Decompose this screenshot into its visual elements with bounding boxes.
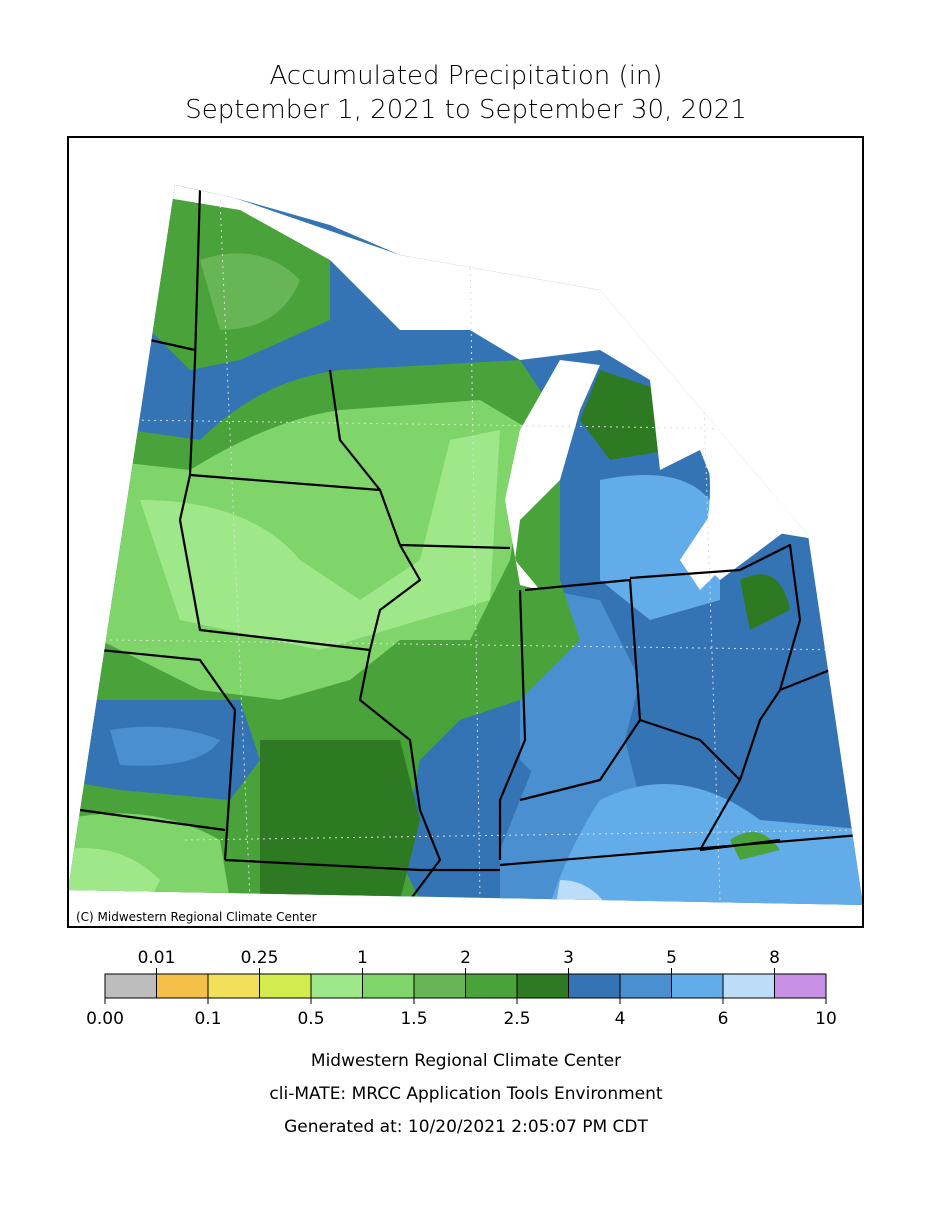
subtitle: September 1, 2021 to September 30, 2021 [185,95,747,125]
legend-label: 6 [718,1009,729,1029]
legend-label: 4 [615,1009,626,1029]
legend-label: 8 [769,948,780,968]
legend-label: 5 [666,948,677,968]
legend-swatch [362,973,415,999]
legend-swatch [671,973,724,999]
legend: 0.00 0.01 0.1 0.25 0.5 1 1.5 2 2.5 3 4 5 6 8 10 [86,948,837,1029]
legend-swatch [568,973,621,999]
legend-swatch [619,973,672,999]
legend-swatch [104,973,157,999]
legend-swatch [207,973,260,999]
legend-swatch [774,973,827,999]
legend-label: 1 [357,948,368,968]
legend-label: 0.01 [138,948,176,968]
legend-swatch [156,973,209,999]
legend-swatch [259,973,312,999]
legend-swatch [516,973,569,999]
footer-line: cli-MATE: MRCC Application Tools Environ… [269,1084,662,1104]
legend-label: 3 [563,948,574,968]
legend-swatch [413,973,466,999]
footer-line: Midwestern Regional Climate Center [311,1051,621,1071]
footer: Midwestern Regional Climate Center cli-MA… [269,1051,662,1137]
legend-label: 0.25 [241,948,279,968]
legend-label: 0.5 [297,1009,324,1029]
copyright: (C) Midwestern Regional Climate Center [76,910,317,924]
legend-swatch [310,973,363,999]
legend-label: 0.00 [86,1009,124,1029]
title: Accumulated Precipitation (in) [269,61,662,91]
map: (C) Midwestern Regional Climate Center [67,136,864,928]
legend-swatch [722,973,775,999]
legend-label: 10 [815,1009,837,1029]
legend-label: 2 [460,948,471,968]
footer-line: Generated at: 10/20/2021 2:05:07 PM CDT [284,1117,648,1137]
legend-label: 1.5 [400,1009,427,1029]
legend-label: 2.5 [503,1009,530,1029]
legend-swatch [465,973,518,999]
legend-label: 0.1 [194,1009,221,1029]
